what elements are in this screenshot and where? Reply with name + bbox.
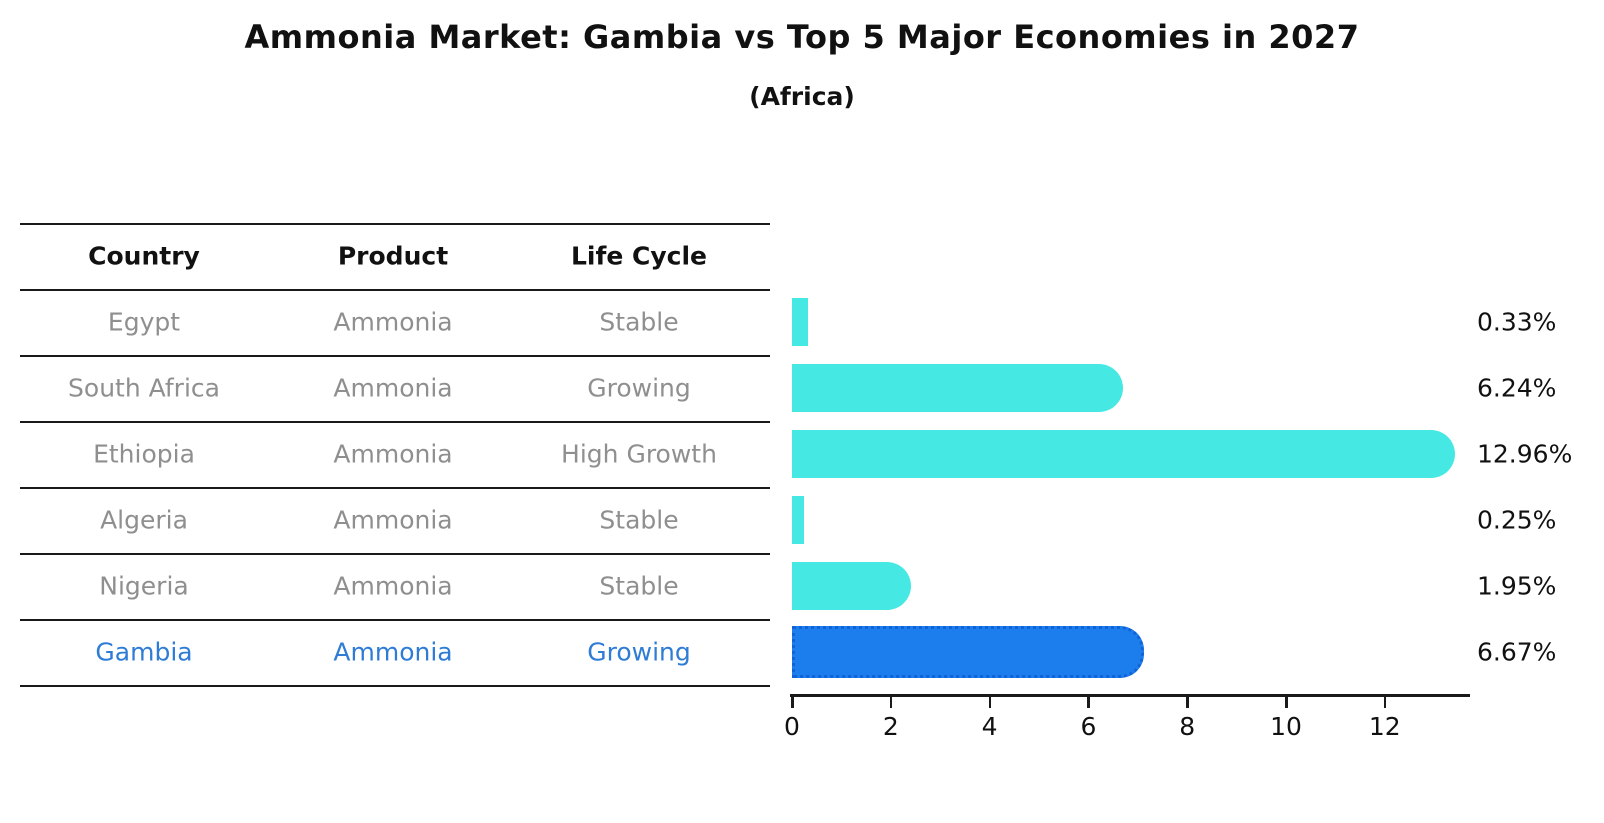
table-rule [20, 421, 770, 423]
table-rule [20, 289, 770, 291]
table-cell-country: Ethiopia [93, 439, 195, 469]
table-rule [20, 553, 770, 555]
table-header-life_cycle: Life Cycle [570, 241, 708, 271]
table-rule [20, 619, 770, 621]
table-cell-country: Algeria [100, 505, 188, 535]
x-axis-tick-label: 0 [784, 712, 800, 741]
table-cell-life_cycle: Stable [599, 571, 679, 601]
table-header-country: Country [88, 241, 200, 271]
x-axis-tick-label: 10 [1270, 712, 1302, 741]
table-cell-country: South Africa [68, 373, 220, 403]
chart-title: Ammonia Market: Gambia vs Top 5 Major Ec… [244, 18, 1360, 56]
table-rule [20, 355, 770, 357]
value-label: 6.67% [1477, 637, 1557, 667]
table-cell-life_cycle: Stable [599, 505, 679, 535]
table-rule [20, 487, 770, 489]
x-axis-tick [1186, 697, 1189, 708]
value-label: 1.95% [1477, 571, 1557, 601]
bar-ethiopia [792, 430, 1456, 478]
table-cell-product: Ammonia [333, 373, 453, 403]
table-cell-country: Egypt [107, 307, 181, 337]
table-cell-life_cycle: Growing [587, 637, 691, 667]
x-axis-tick-label: 4 [981, 712, 998, 741]
value-label: 6.24% [1477, 373, 1557, 403]
x-axis-tick [889, 697, 893, 708]
table-cell-product: Ammonia [333, 637, 453, 667]
bar-south-africa [792, 364, 1124, 412]
table-cell-product: Ammonia [333, 439, 453, 469]
table-cell-country: Gambia [95, 637, 193, 667]
x-axis-line [790, 694, 1470, 697]
x-axis-tick-label: 12 [1368, 712, 1401, 741]
table-rule [20, 685, 770, 687]
table-cell-life_cycle: Growing [587, 373, 691, 403]
x-axis-tick [1383, 697, 1387, 708]
table-cell-product: Ammonia [333, 571, 453, 601]
table-cell-life_cycle: Stable [599, 307, 679, 337]
bar-egypt [792, 298, 809, 346]
x-axis-tick [1087, 697, 1090, 708]
table-cell-life_cycle: High Growth [561, 439, 717, 469]
value-label: 12.96% [1477, 439, 1573, 469]
bar-gambia [792, 626, 1145, 678]
x-axis-tick-label: 8 [1179, 712, 1196, 741]
x-axis-tick [791, 697, 794, 708]
x-axis-tick-label: 6 [1080, 712, 1097, 741]
bar-algeria [792, 496, 805, 544]
value-label: 0.33% [1477, 307, 1557, 337]
table-cell-product: Ammonia [333, 307, 453, 337]
value-label: 0.25% [1477, 505, 1557, 535]
table-cell-country: Nigeria [99, 571, 189, 601]
table-cell-product: Ammonia [333, 505, 453, 535]
x-axis-tick [1285, 697, 1288, 708]
table-rule [20, 223, 770, 225]
x-axis-tick [988, 697, 992, 708]
chart-subtitle: (Africa) [749, 82, 855, 111]
bar-nigeria [792, 562, 912, 610]
x-axis-tick-label: 2 [882, 712, 899, 741]
table-header-product: Product [337, 241, 449, 271]
